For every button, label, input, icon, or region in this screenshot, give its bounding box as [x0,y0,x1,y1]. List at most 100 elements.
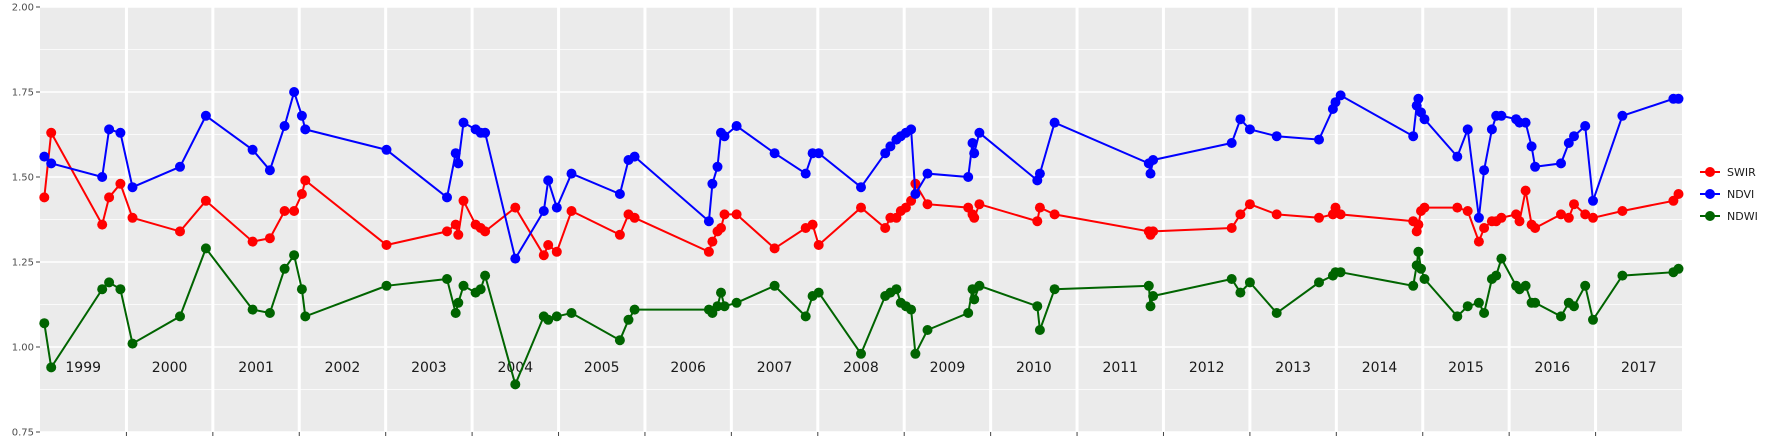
ndvi-data-point [296,110,307,121]
y-tick-label: 1.25 [12,258,34,269]
swir-data-point [289,206,300,216]
ndwi-data-point [856,348,866,359]
ndwi-data-point [264,308,275,318]
ndvi-data-point [279,121,290,131]
swir-data-point [1235,209,1246,220]
ndwi-data-point [1473,297,1484,308]
swir-data-point [450,219,461,230]
ndvi-data-point [1580,121,1591,131]
ndvi-data-point [703,216,714,227]
year-label: 2003 [411,360,447,376]
ndwi-data-point [510,379,521,390]
ndwi-data-point [1496,253,1507,264]
ndvi-data-point [1617,110,1628,121]
swir-data-point [1244,199,1255,210]
ndvi-data-point [1034,168,1045,179]
ndwi-data-point [1034,325,1045,335]
ndvi-data-point [97,172,108,182]
ndvi-data-point [974,127,985,138]
ndwi-data-point [200,243,211,254]
ndwi-data-point [963,308,974,318]
year-label: 2004 [497,360,533,376]
ndvi-data-point [731,121,742,131]
swir-data-point [1473,236,1484,247]
swir-data-point [807,219,818,230]
ndvi-data-point [1330,97,1341,108]
ndwi-data-point [458,280,469,291]
ndwi-data-point [1479,308,1490,318]
ndwi-data-point [475,284,486,295]
ndvi-data-point [1226,138,1237,148]
year-label: 2009 [930,360,966,376]
swir-data-point [1413,219,1424,230]
ndvi-data-point [450,148,461,159]
ndwi-data-point [1413,246,1424,257]
ndwi-data-point [247,304,258,315]
swir-data-point [1148,226,1159,237]
ndvi-data-point [629,151,640,162]
ndvi-data-point [115,127,126,138]
ndwi-data-point [1530,297,1541,308]
ndwi-data-point [1032,301,1043,312]
ndwi-data-point [39,318,50,329]
ndwi-data-point [1617,270,1628,281]
swir-data-point [1479,223,1490,233]
ndwi-data-point [1314,277,1324,288]
year-label: 2012 [1189,360,1225,376]
year-label: 2005 [584,360,620,376]
swir-data-point [127,212,138,223]
ndvi-data-point [813,148,824,159]
swir-data-point [716,223,726,233]
ndwi-data-point [289,250,300,261]
ndvi-data-point [967,138,978,148]
year-label: 2002 [325,360,361,376]
ndwi-data-point [614,335,625,346]
year-label: 2001 [238,360,274,376]
swir-data-point [538,250,549,261]
year-label: 2008 [843,360,879,376]
ndvi-data-point [800,168,811,179]
swir-data-point [510,202,521,213]
swir-data-point [453,229,464,240]
ndwi-data-point [1143,280,1154,291]
legend-swir-marker [1705,167,1715,177]
year-label: 2017 [1621,360,1657,376]
swir-data-point [969,212,980,223]
ndvi-data-point [1314,134,1324,145]
swir-data-point [1226,223,1237,233]
ndwi-data-point [1335,267,1346,278]
ndwi-data-point [450,308,461,318]
ndwi-data-point [629,304,640,315]
swir-data-point [922,199,933,210]
ndwi-data-point [1408,280,1419,291]
swir-data-point [39,192,50,203]
ndvi-data-point [1413,93,1424,104]
ndwi-data-point [381,280,392,291]
ndwi-data-point [910,348,921,359]
ndvi-data-point [39,151,50,162]
ndwi-data-point [296,284,307,295]
legend-ndwi-label: NDWI [1727,210,1758,223]
ndvi-data-point [1563,138,1574,148]
ndvi-data-point [1496,110,1507,121]
swir-data-point [296,189,307,199]
ndvi-data-point [538,206,549,216]
swir-data-point [1530,223,1541,233]
ndvi-data-point [1145,168,1156,179]
swir-data-point [719,209,730,220]
ndwi-data-point [480,270,491,281]
ndwi-data-point [1226,274,1237,284]
ndvi-data-point [963,172,974,182]
swir-data-point [1462,206,1473,216]
ndvi-data-point [880,148,891,159]
swir-data-point [566,206,577,216]
ndwi-data-point [769,280,780,291]
ndvi-data-point [1452,151,1463,162]
ndvi-data-point [969,148,980,159]
ndwi-data-point [974,280,985,291]
ndvi-data-point [480,127,491,138]
ndwi-data-point [566,308,577,318]
year-label: 2011 [1102,360,1138,376]
